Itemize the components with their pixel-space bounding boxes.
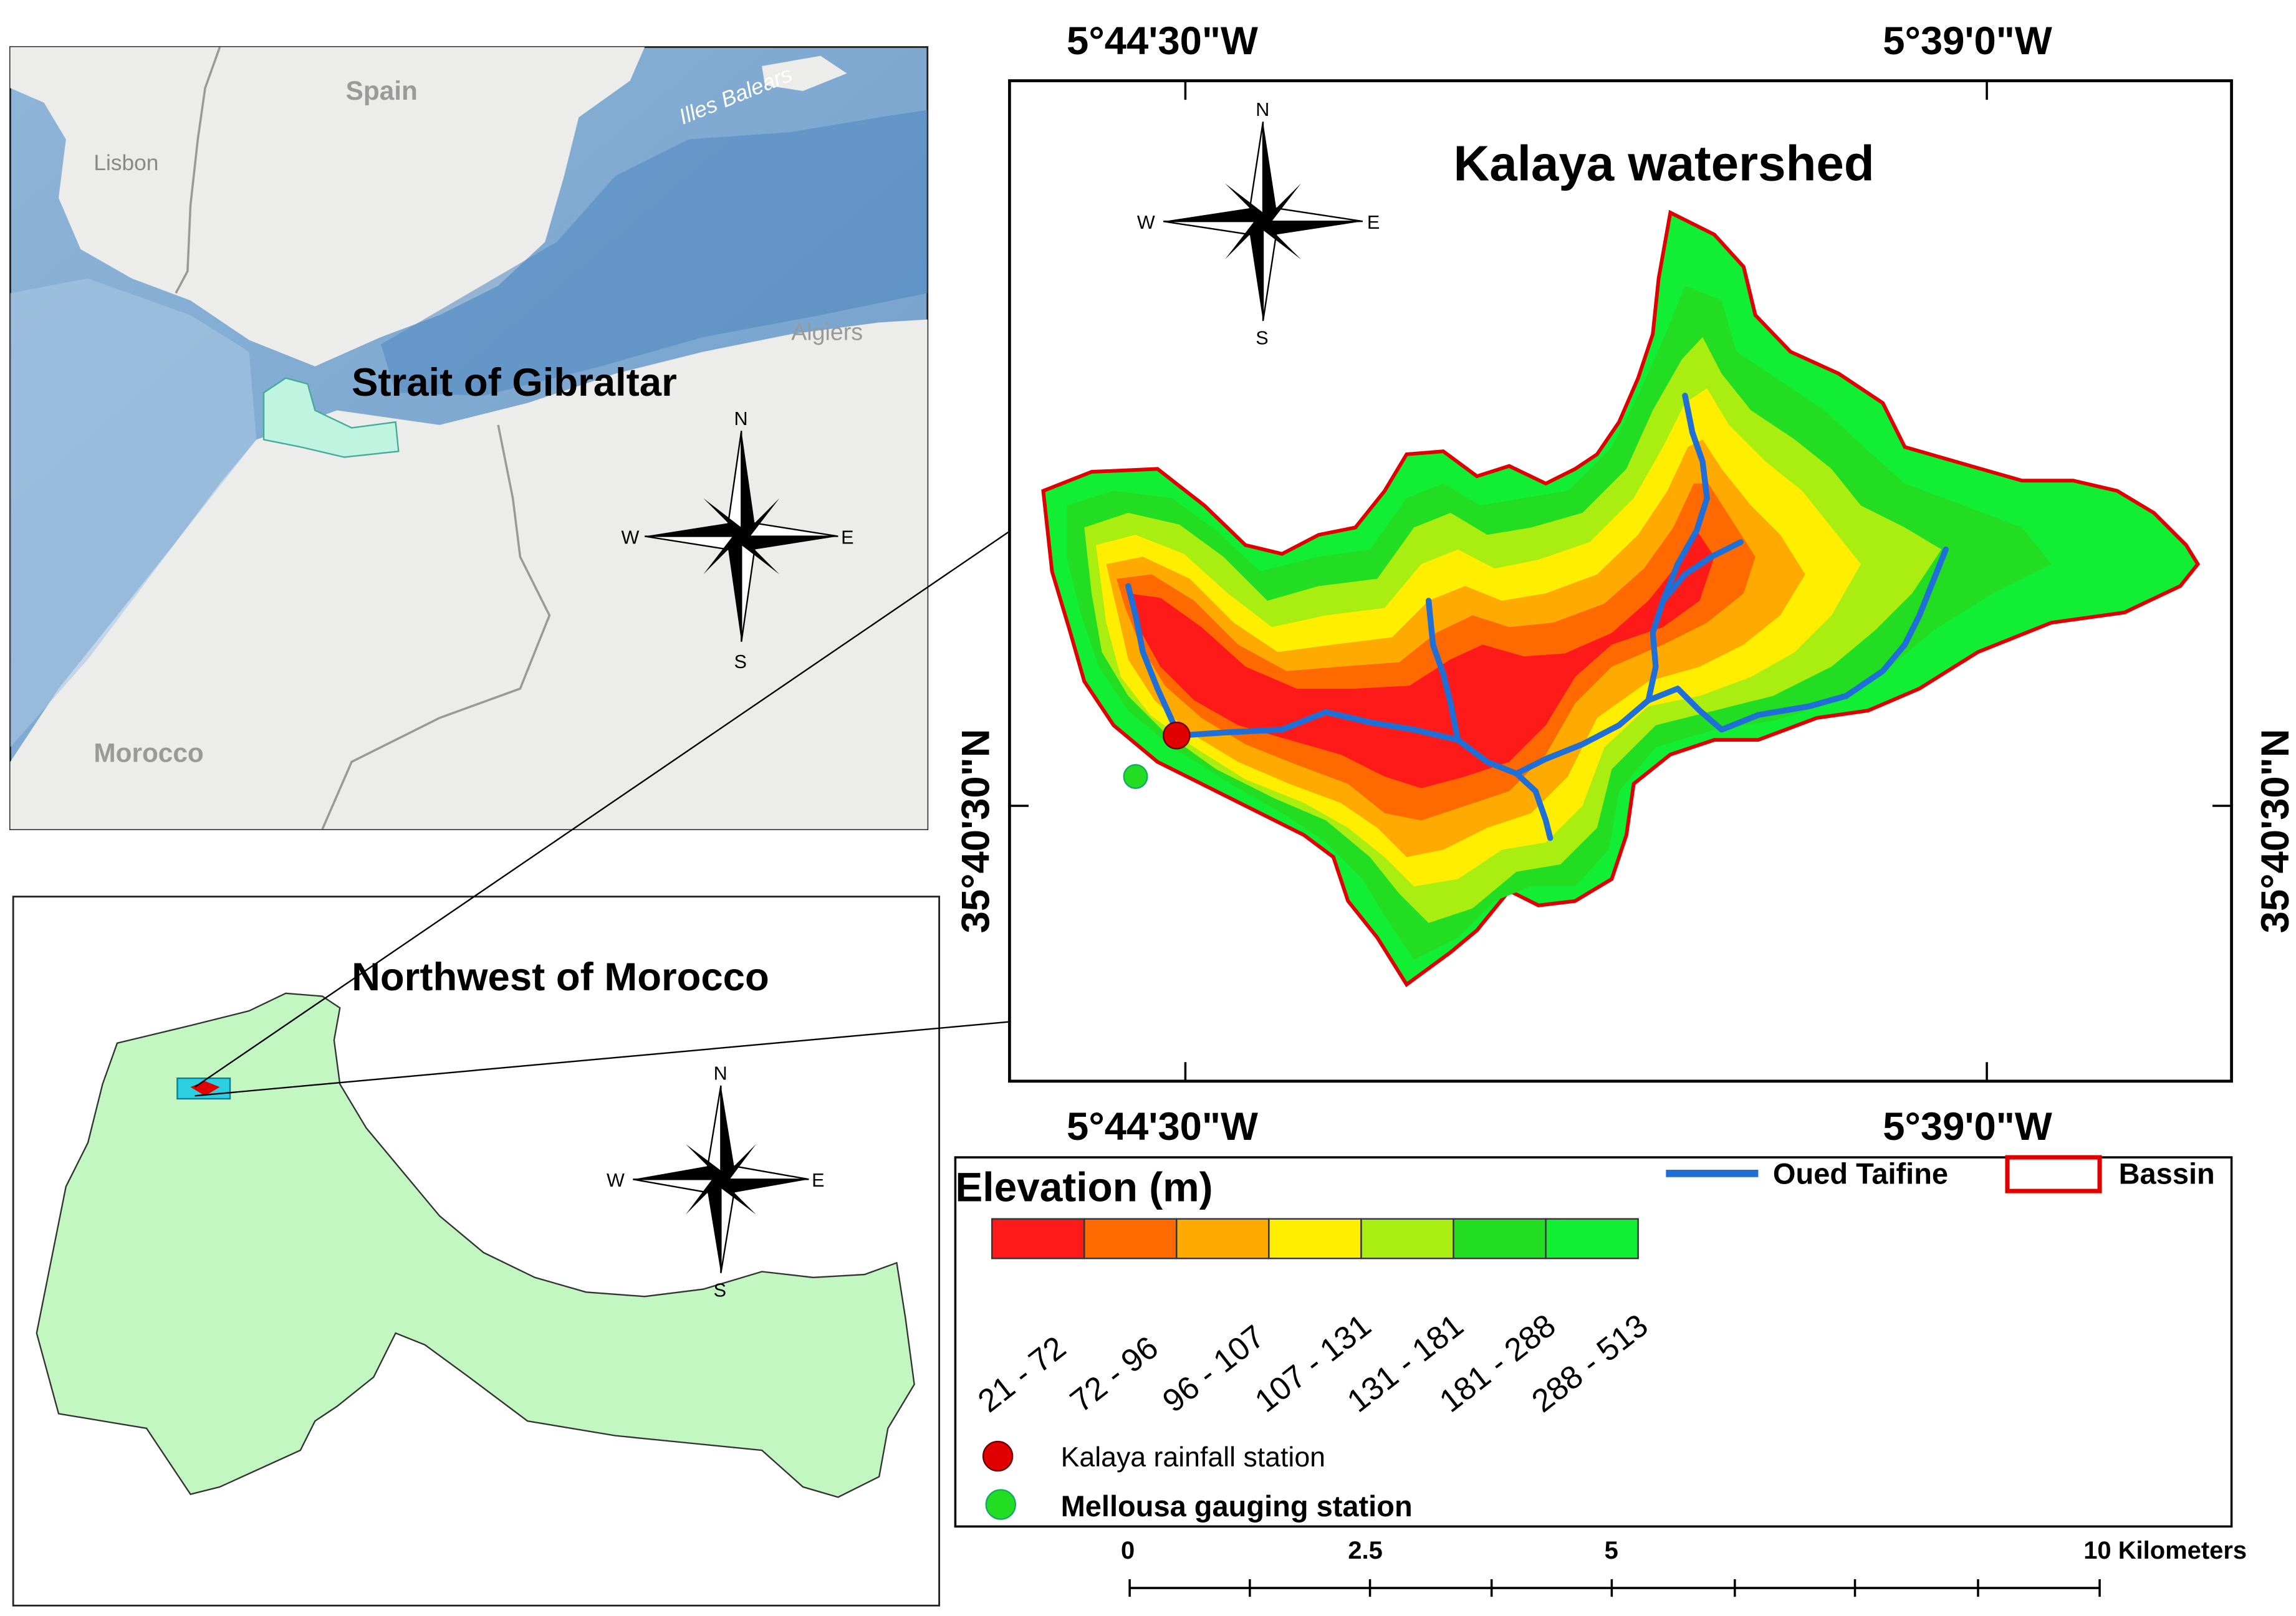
elevation-zone-21-72: [1128, 530, 1714, 788]
mellousa-gauging-station-marker: [1123, 763, 1148, 789]
tangier-region-highlight: [262, 377, 400, 458]
country-border-spain-portugal: [175, 47, 221, 294]
label-strait-of-gibraltar: Strait of Gibraltar: [352, 361, 677, 404]
elevation-swatch-2: [1176, 1218, 1270, 1260]
regional-map-title: Northwest of Morocco: [352, 955, 769, 999]
elevation-color-ramp: [991, 1218, 1639, 1260]
regional-map-inset: Northwest of Morocco N S E W: [12, 896, 940, 1607]
overview-map-inset: Spain Illes Balears Lisbon Algiers Moroc…: [9, 46, 929, 830]
med-deep-band: [381, 110, 928, 396]
elevation-swatch-6: [1545, 1218, 1639, 1260]
main-map-title: Kalaya watershed: [1454, 135, 1875, 191]
svg-text:W: W: [607, 1170, 625, 1191]
elevation-swatch-0: [991, 1218, 1085, 1260]
svg-text:E: E: [812, 1170, 824, 1191]
zoom-connector-line: [194, 492, 1067, 1088]
svg-text:E: E: [841, 527, 853, 548]
graticule-label-top-right: 5°39'0"W: [1883, 19, 2052, 63]
scale-label-10: 10 Kilometers: [2083, 1537, 2247, 1564]
shelf-band: [10, 278, 257, 747]
label-lisbon: Lisbon: [94, 151, 158, 175]
elevation-swatch-3: [1268, 1218, 1362, 1260]
northwest-morocco-region: [36, 992, 915, 1498]
kalaya-rainfall-station-marker: [1163, 721, 1191, 750]
label-algiers: Algiers: [791, 319, 863, 345]
basin-legend-label: Bassin: [2119, 1157, 2215, 1190]
elevation-legend-title: Elevation (m): [955, 1164, 1213, 1210]
river-legend-label: Oued Taifine: [1773, 1157, 1948, 1190]
basin-legend-symbol: [2005, 1155, 2102, 1193]
balearic-islands: [762, 55, 847, 92]
gauge-station-legend-icon: [985, 1489, 1016, 1520]
north-africa-land: [10, 319, 928, 830]
scale-label-0: 0: [1121, 1537, 1135, 1564]
elevation-swatch-4: [1360, 1218, 1454, 1260]
scale-bar: 0 2.5 5 10 Kilometers: [1121, 1537, 2247, 1597]
elevation-swatch-5: [1453, 1218, 1547, 1260]
graticule-label-top-left: 5°44'30"W: [1067, 19, 1258, 63]
label-morocco: Morocco: [94, 738, 203, 767]
svg-text:W: W: [622, 527, 640, 548]
graticule-label-left: 35°40'30"N: [954, 729, 997, 933]
svg-text:W: W: [1137, 212, 1155, 233]
graticule-label-bottom-right: 5°39'0"W: [1883, 1105, 2052, 1149]
svg-text:N: N: [734, 408, 748, 429]
svg-text:S: S: [714, 1279, 726, 1301]
scale-label-2-5: 2.5: [1348, 1537, 1383, 1564]
svg-text:N: N: [714, 1063, 728, 1084]
label-spain: Spain: [346, 76, 418, 105]
graticule-label-bottom-left: 5°44'30"W: [1067, 1105, 1258, 1149]
graticule-label-right: 35°40'30"N: [2254, 729, 2296, 933]
svg-text:S: S: [1256, 328, 1268, 349]
country-border-morocco-algeria: [321, 424, 551, 830]
main-map: Kalaya watershed N S E W 5°44'30"W 5°39'…: [954, 19, 2296, 1149]
elevation-swatch-1: [1083, 1218, 1178, 1260]
scale-label-5: 5: [1605, 1537, 1618, 1564]
gauge-station-legend-label: Mellousa gauging station: [1061, 1489, 1413, 1523]
svg-text:E: E: [1367, 212, 1380, 233]
svg-text:S: S: [734, 651, 747, 672]
north-arrow-icon: N S E W: [607, 1063, 824, 1301]
north-arrow-icon: N S E W: [1137, 99, 1380, 349]
rain-station-legend-label: Kalaya rainfall station: [1061, 1442, 1325, 1473]
svg-text:N: N: [1256, 99, 1269, 120]
rain-station-legend-icon: [982, 1440, 1014, 1472]
